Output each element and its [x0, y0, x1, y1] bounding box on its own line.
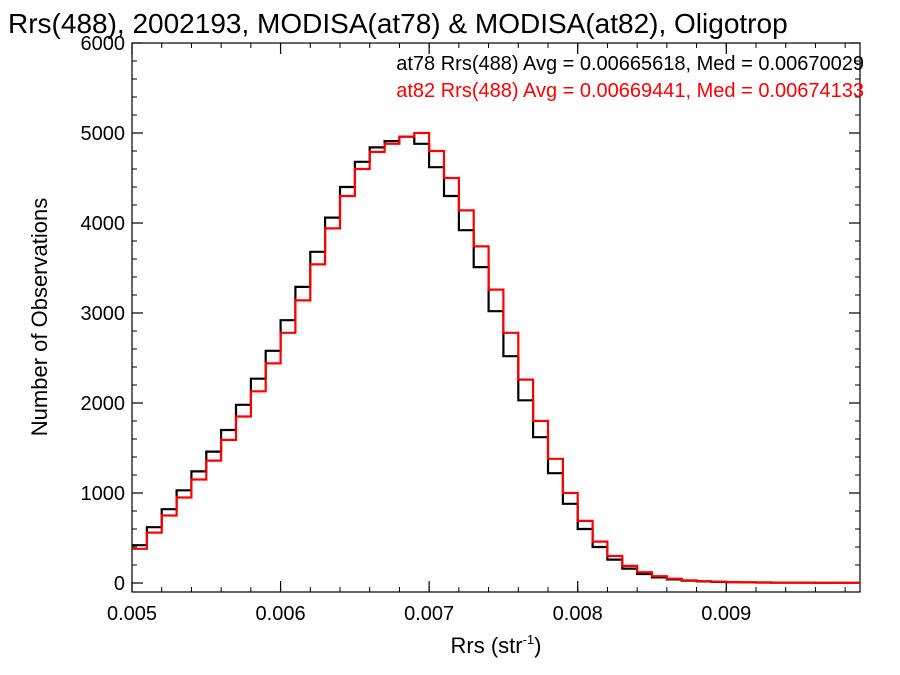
x-tick-label: 0.006	[256, 603, 306, 625]
plot-axes	[131, 42, 861, 593]
chart-title: Rrs(488), 2002193, MODISA(at78) & MODISA…	[8, 8, 788, 39]
x-tick-label: 0.008	[553, 603, 603, 625]
y-tick-label: 4000	[81, 213, 126, 235]
x-axis-ticks: 0.005 0.006 0.007 0.008 0.009	[107, 43, 751, 625]
x-tick-label: 0.005	[107, 603, 157, 625]
y-tick-label: 2000	[81, 393, 126, 415]
x-axis-label-sup: -1	[523, 632, 535, 647]
y-tick-label: 0	[114, 573, 125, 595]
legend-entry: at78 Rrs(488) Avg = 0.00665618, Med = 0.…	[396, 53, 864, 75]
y-tick-label: 6000	[81, 33, 126, 55]
plot-frame	[131, 42, 861, 593]
x-tick-label: 0.009	[701, 603, 751, 625]
y-tick-label: 3000	[81, 303, 126, 325]
legend-entry: at82 Rrs(488) Avg = 0.00669441, Med = 0.…	[396, 80, 864, 102]
histogram-series-1	[132, 131, 860, 584]
series-group	[132, 131, 860, 584]
x-axis-label: Rrs (str-1)	[451, 632, 542, 658]
y-axis-label: Number of Observations	[27, 198, 52, 436]
x-axis-label-close: )	[534, 633, 541, 658]
x-tick-label: 0.007	[404, 603, 454, 625]
y-tick-label: 1000	[81, 483, 126, 505]
histogram-series-0	[132, 135, 860, 584]
y-tick-label: 5000	[81, 123, 126, 145]
x-axis-label-main: Rrs (str	[451, 633, 523, 658]
y-axis-ticks: 0 1000 2000 3000 4000 5000 6000	[81, 33, 860, 595]
legend: at78 Rrs(488) Avg = 0.00665618, Med = 0.…	[396, 53, 864, 102]
